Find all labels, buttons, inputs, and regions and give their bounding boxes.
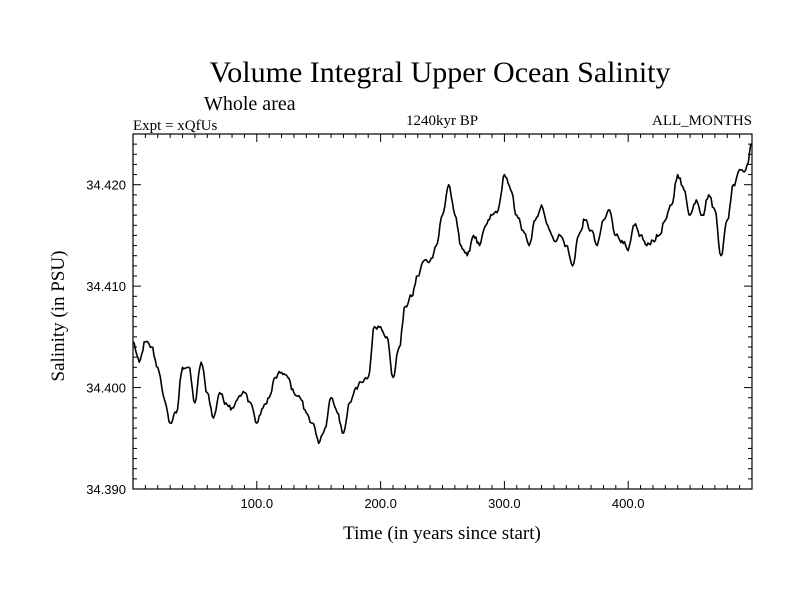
- plot-frame: [132, 133, 753, 490]
- y-tick-label: 34.410: [86, 279, 126, 294]
- experiment-label: Expt = xQfUs: [133, 118, 217, 134]
- x-tick-label: 400.0: [612, 496, 645, 511]
- period-label: 1240kyr BP: [406, 113, 478, 129]
- chart-title: Volume Integral Upper Ocean Salinity: [210, 56, 671, 89]
- y-tick-label: 34.390: [86, 482, 126, 497]
- x-tick-label: 100.0: [241, 496, 274, 511]
- x-tick-label: 200.0: [364, 496, 397, 511]
- months-label: ALL_MONTHS: [652, 113, 752, 129]
- x-tick-label: 300.0: [488, 496, 521, 511]
- y-axis-label: Salinity (in PSU): [48, 251, 69, 382]
- x-axis-label: Time (in years since start): [343, 523, 541, 544]
- chart-subtitle: Whole area: [204, 93, 296, 115]
- series-line: [132, 143, 753, 445]
- y-tick-label: 34.420: [86, 178, 126, 193]
- axes: 100.0 200.0 300.0 400.0 34.390 34.400 34.410 34…: [86, 133, 753, 511]
- y-tick-label: 34.400: [86, 381, 126, 396]
- data-layer: [132, 143, 753, 445]
